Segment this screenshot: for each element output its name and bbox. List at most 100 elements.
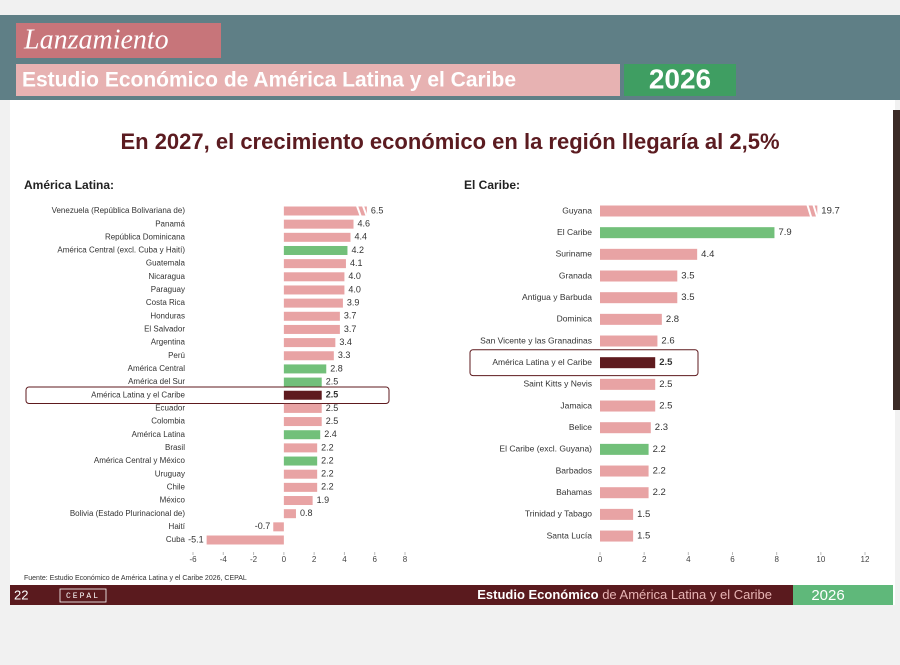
bar xyxy=(283,509,296,519)
x-tick-label: 4 xyxy=(686,555,691,564)
slide-body xyxy=(10,100,895,605)
category-label: Granada xyxy=(559,270,592,280)
value-label: 3.5 xyxy=(681,271,694,282)
category-label: Costa Rica xyxy=(146,298,186,307)
category-label: Panamá xyxy=(155,219,185,228)
value-label: 2.2 xyxy=(321,482,334,492)
category-label: Paraguay xyxy=(151,285,185,294)
bar xyxy=(283,364,327,374)
value-label: 3.3 xyxy=(338,350,351,360)
bar xyxy=(600,465,649,477)
badge-box xyxy=(16,23,221,58)
bar xyxy=(206,535,284,545)
bar xyxy=(283,259,346,269)
badge: Lanzamiento xyxy=(23,24,169,55)
category-label: América del Sur xyxy=(128,377,185,386)
bar xyxy=(283,232,351,242)
category-label: Barbados xyxy=(556,465,592,475)
bar xyxy=(283,311,340,321)
value-label: 4.1 xyxy=(350,258,363,268)
bar xyxy=(283,456,318,466)
value-label: 3.5 xyxy=(681,292,694,303)
bar xyxy=(600,443,649,455)
bar xyxy=(600,270,678,282)
value-label: 2.8 xyxy=(330,363,343,373)
category-label: Ecuador xyxy=(155,404,185,413)
category-label: Chile xyxy=(167,482,186,491)
value-label: 4.2 xyxy=(351,245,364,255)
category-label: El Caribe (excl. Guyana) xyxy=(499,444,592,454)
bar xyxy=(600,530,634,542)
category-label: América Latina y el Caribe xyxy=(91,390,185,399)
x-tick-label: 12 xyxy=(861,555,870,564)
side-strip xyxy=(893,110,900,410)
bar xyxy=(600,378,656,390)
value-label: 3.7 xyxy=(344,311,357,321)
value-label: 2.2 xyxy=(653,466,666,477)
x-tick-label: 6 xyxy=(730,555,735,564)
bar xyxy=(283,219,354,229)
break-mark xyxy=(806,204,813,218)
value-label: 4.0 xyxy=(348,284,361,294)
category-label: Brasil xyxy=(165,443,185,452)
value-label: 2.5 xyxy=(326,416,339,426)
bar xyxy=(283,403,322,413)
bar xyxy=(283,298,343,308)
bar xyxy=(283,272,345,282)
footer-title-rest: de América Latina y el Caribe xyxy=(602,587,772,602)
chart-title: América Latina: xyxy=(24,178,114,192)
bar xyxy=(283,285,345,295)
bar xyxy=(600,205,818,217)
x-tick-label: 0 xyxy=(598,555,603,564)
bar xyxy=(283,338,336,348)
bar xyxy=(283,482,318,492)
source: Fuente: Estudio Económico de América Lat… xyxy=(24,575,247,582)
bar xyxy=(600,248,698,260)
value-label: 1.5 xyxy=(637,509,650,520)
bar xyxy=(283,390,322,400)
x-tick-label: -4 xyxy=(220,555,228,564)
category-label: Guatemala xyxy=(146,259,186,268)
bar xyxy=(283,206,367,216)
bar xyxy=(283,324,340,334)
category-label: El Caribe xyxy=(557,227,592,237)
bar xyxy=(600,335,658,347)
value-label: 7.9 xyxy=(778,227,791,238)
x-tick-label: 2 xyxy=(642,555,647,564)
bar xyxy=(283,443,318,453)
category-label: Argentina xyxy=(151,338,186,347)
value-label: 2.5 xyxy=(659,357,673,368)
category-label: Antigua y Barbuda xyxy=(522,292,592,302)
year-box xyxy=(624,64,736,96)
footer-title: Estudio Económico de América Latina y el… xyxy=(477,587,772,602)
category-label: Honduras xyxy=(150,311,185,320)
category-label: Jamaica xyxy=(560,400,592,410)
value-label: 2.8 xyxy=(666,314,679,325)
category-label: América Latina xyxy=(132,430,186,439)
category-label: América Latina y el Caribe xyxy=(492,357,592,367)
category-label: Colombia xyxy=(151,417,185,426)
bar xyxy=(283,430,321,440)
category-label: Haití xyxy=(169,522,186,531)
category-label: América Central (excl. Cuba y Haití) xyxy=(57,246,185,255)
value-label: 2.2 xyxy=(321,442,334,452)
category-label: Saint Kitts y Nevis xyxy=(524,379,593,389)
category-label: Bolivia (Estado Plurinacional de) xyxy=(70,509,186,518)
bar xyxy=(600,357,656,369)
x-tick-label: 8 xyxy=(403,555,408,564)
bar xyxy=(283,245,348,255)
bar xyxy=(600,292,678,304)
subtitle: Estudio Económico de América Latina y el… xyxy=(22,69,516,92)
value-label: 3.7 xyxy=(344,324,357,334)
x-tick-label: 6 xyxy=(372,555,377,564)
category-label: Bahamas xyxy=(556,487,592,497)
category-label: Belice xyxy=(569,422,592,432)
x-tick-label: 10 xyxy=(816,555,825,564)
bar xyxy=(283,496,313,506)
value-label: 2.5 xyxy=(326,376,339,386)
value-label: -0.7 xyxy=(255,521,271,531)
value-label: 3.9 xyxy=(347,297,360,307)
value-label: 2.4 xyxy=(324,429,337,439)
